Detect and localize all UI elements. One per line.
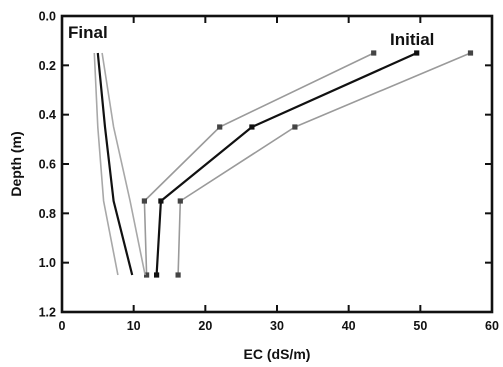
y-tick-label: 1.2 <box>39 306 56 320</box>
initial-bound-point <box>467 50 474 56</box>
plot-frame <box>60 14 494 314</box>
initial-bound-line-2 <box>177 52 471 276</box>
annotation-initial: Initial <box>390 30 434 49</box>
y-axis-title: Depth (m) <box>8 131 24 196</box>
y-tick-label: 0.4 <box>39 108 56 122</box>
x-tick-label: 40 <box>342 319 356 333</box>
initial-mean-point <box>249 124 255 130</box>
series-layer <box>93 50 474 278</box>
initial-mean-line-0 <box>155 51 418 276</box>
initial-mean-point <box>414 50 420 56</box>
y-tick-label: 0.8 <box>39 207 56 221</box>
initial-bound-point <box>175 272 181 278</box>
x-tick-label: 50 <box>413 319 427 333</box>
initial-bound-point <box>217 124 223 130</box>
initial-bound-point <box>141 198 147 204</box>
initial-bound-line-1 <box>143 52 375 276</box>
initial-bound-point <box>371 50 377 56</box>
initial-mean-point <box>158 198 164 204</box>
final-bound-line-5 <box>101 52 146 276</box>
x-tick-label: 20 <box>198 319 212 333</box>
x-tick-label: 30 <box>270 319 284 333</box>
final-bound-line-4 <box>93 52 119 276</box>
final-mean-line-3 <box>96 52 134 276</box>
initial-bound-point <box>177 198 183 204</box>
x-tick-label: 10 <box>127 319 141 333</box>
y-tick-label: 0.0 <box>39 10 56 24</box>
initial-mean-point <box>154 272 160 278</box>
tick-layer: 0 10 20 30 40 50 60 0.0 0.2 0.4 0.6 0.8 1.0 1.2 <box>39 10 499 334</box>
initial-bound-point <box>292 124 298 130</box>
x-axis-title: EC (dS/m) <box>244 346 311 362</box>
x-tick-label: 60 <box>485 319 499 333</box>
initial-bound-point <box>144 272 150 278</box>
x-tick-label: 0 <box>59 319 66 333</box>
y-tick-label: 0.6 <box>39 158 56 172</box>
y-tick-label: 1.0 <box>39 256 56 270</box>
y-tick-label: 0.2 <box>39 59 56 73</box>
annotation-final: Final <box>68 23 108 42</box>
